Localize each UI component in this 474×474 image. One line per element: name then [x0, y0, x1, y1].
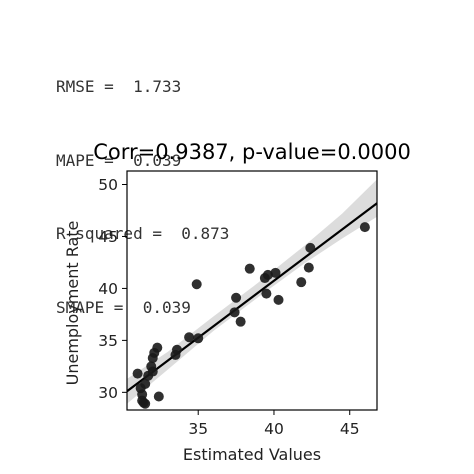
y-tick-label: 45: [98, 228, 118, 246]
data-point: [270, 267, 281, 278]
x-tick-label: 45: [340, 420, 360, 438]
data-point: [262, 269, 273, 280]
r-squared-text: R-squared = 0.873: [56, 224, 230, 243]
data-point: [191, 279, 202, 290]
data-point: [152, 342, 163, 353]
metrics-panel: RMSE = 1.733 MAPE = 0.039 R-squared = 0.…: [56, 26, 229, 345]
y-tick-label: 50: [98, 176, 118, 194]
y-tick-label: 35: [98, 332, 118, 350]
data-point: [261, 288, 272, 299]
data-point: [273, 294, 284, 305]
y-tick-label: 40: [98, 280, 118, 298]
y-tick-label: 30: [98, 384, 118, 402]
data-point: [231, 292, 242, 303]
data-point: [140, 379, 151, 390]
data-point: [244, 263, 255, 274]
mape-text: MAPE = 0.039: [56, 150, 182, 170]
x-tick-label: 40: [264, 420, 284, 438]
rmse-text: RMSE = 1.733: [56, 77, 182, 96]
data-point: [359, 222, 370, 233]
smape-text: SMAPE = 0.039: [56, 297, 191, 317]
y-axis-label: Unemployment Rate: [63, 221, 82, 386]
data-point: [296, 277, 307, 288]
plot-frame: [126, 170, 378, 411]
regression-line: [127, 202, 377, 393]
data-point: [172, 344, 182, 355]
x-tick-label: 35: [188, 420, 208, 438]
data-point: [229, 307, 240, 318]
data-point: [193, 333, 204, 344]
data-point: [132, 368, 143, 379]
data-point: [184, 332, 195, 343]
data-point: [303, 262, 314, 273]
data-point: [235, 316, 246, 327]
data-point: [137, 395, 148, 406]
data-point: [153, 391, 164, 402]
chart-title: Corr=0.9387, p-value=0.0000: [93, 140, 411, 164]
confidence-band: [127, 179, 377, 404]
data-point: [305, 242, 316, 253]
data-point: [147, 366, 158, 377]
x-axis-label: Estimated Values: [183, 445, 321, 464]
